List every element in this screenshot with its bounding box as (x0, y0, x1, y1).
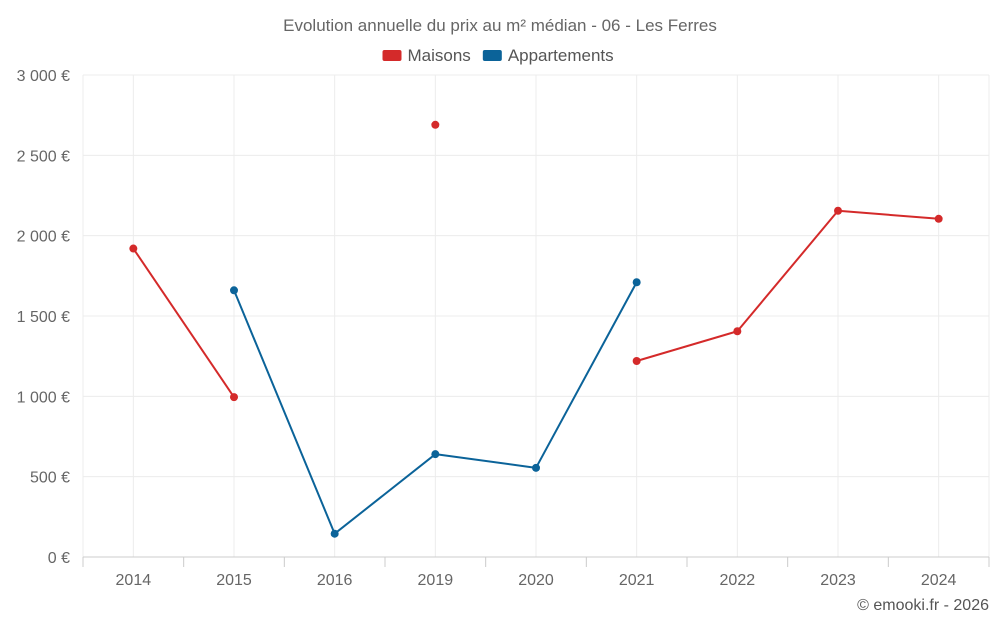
y-tick-label: 2 000 € (17, 229, 70, 246)
legend-item-appartements[interactable]: Appartements (482, 46, 614, 65)
legend-label: Maisons (408, 46, 471, 65)
x-tick-label: 2019 (418, 572, 454, 589)
data-point[interactable] (834, 206, 842, 215)
data-point[interactable] (431, 120, 440, 129)
series-appartements (230, 278, 641, 538)
x-tick-label: 2014 (116, 572, 152, 589)
legend: Maisons Appartements (382, 46, 614, 65)
y-tick-label: 3 000 € (17, 68, 70, 85)
data-point[interactable] (129, 244, 138, 253)
legend-label: Appartements (508, 46, 614, 65)
series (129, 120, 943, 538)
data-point[interactable] (532, 463, 540, 472)
data-point[interactable] (733, 327, 742, 336)
legend-swatch (382, 50, 402, 61)
x-tick-label: 2020 (518, 572, 554, 589)
chart-title: Evolution annuelle du prix au m² médian … (283, 16, 717, 35)
x-tick-label: 2024 (921, 572, 957, 589)
y-tick-label: 1 000 € (17, 389, 70, 406)
x-tick-label: 2023 (820, 572, 856, 589)
data-point[interactable] (230, 286, 238, 295)
series-line (636, 209, 939, 362)
x-tick-label: 2021 (619, 572, 655, 589)
x-axis: 2014 2015 2016 2019 2020 2021 2022 2023 2024 (82, 556, 990, 589)
y-tick-label: 2 500 € (17, 148, 70, 165)
data-point[interactable] (934, 214, 943, 223)
y-axis: 0 € 500 € 1 000 € 1 500 € 2 000 € 2 500 € 3 00… (17, 68, 70, 567)
data-point[interactable] (230, 393, 238, 402)
legend-item-maisons[interactable]: Maisons (382, 46, 471, 65)
series-line (132, 247, 235, 398)
legend-swatch (482, 50, 502, 61)
data-point[interactable] (632, 356, 641, 365)
y-tick-label: 0 € (48, 550, 70, 567)
data-point[interactable] (632, 278, 641, 287)
x-tick-label: 2015 (216, 572, 252, 589)
x-tick-label: 2016 (317, 572, 353, 589)
series-maisons (129, 120, 943, 402)
data-point[interactable] (431, 450, 440, 459)
data-point[interactable] (330, 529, 339, 538)
credit-text: © emooki.fr - 2026 (857, 597, 989, 614)
grid (82, 74, 990, 557)
y-tick-label: 1 500 € (17, 309, 70, 326)
y-tick-label: 500 € (30, 470, 70, 487)
x-tick-label: 2022 (720, 572, 756, 589)
